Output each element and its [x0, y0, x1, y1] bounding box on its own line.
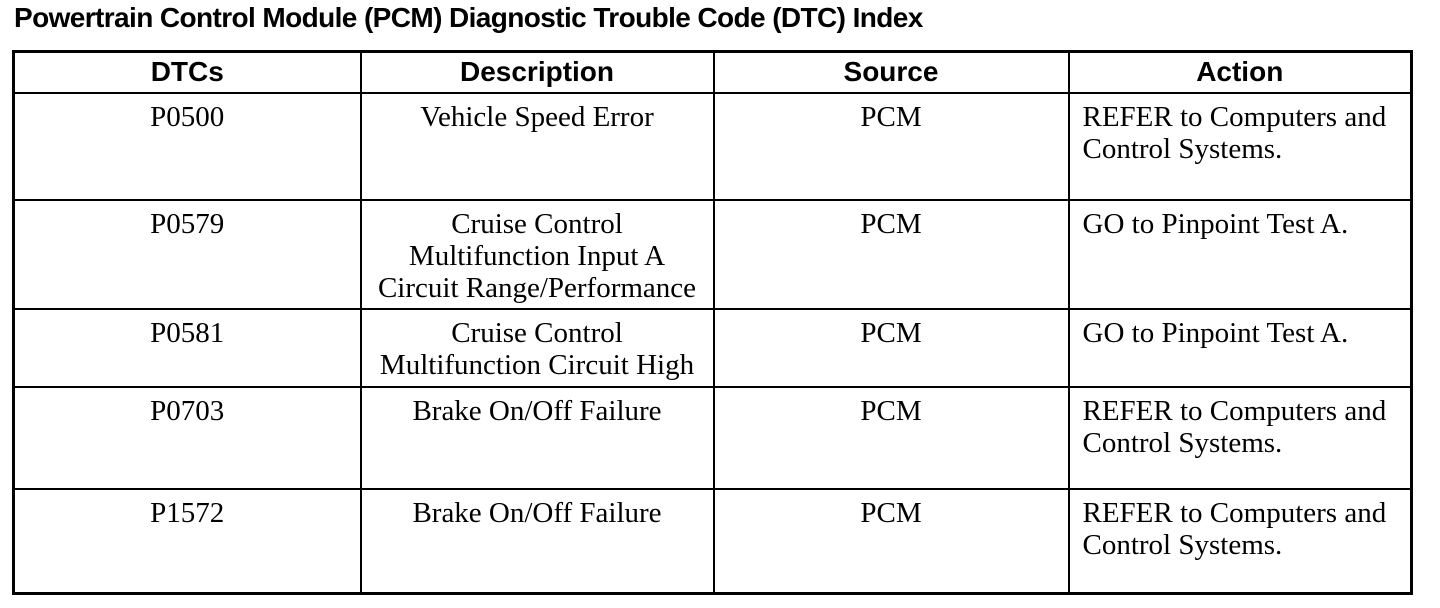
page-title: Powertrain Control Module (PCM) Diagnost… [14, 2, 923, 33]
action-cell: GO to Pinpoint Test A. [1067, 198, 1413, 310]
table-row: P0579 Cruise Control Multifunction Input… [12, 198, 1413, 310]
dtc-code-cell: P0703 [12, 385, 362, 490]
source-cell: PCM [712, 91, 1070, 201]
dtc-code-cell: P1572 [12, 487, 362, 595]
dtc-code-cell: P0500 [12, 91, 362, 201]
table-row: P0703 Brake On/Off Failure PCM REFER to … [12, 385, 1413, 490]
description-cell: Cruise Control Multifunction Input A Cir… [359, 198, 715, 310]
source-cell: PCM [712, 198, 1070, 310]
table-row: P0581 Cruise Control Multifunction Circu… [12, 307, 1413, 388]
column-header-description: Description [359, 50, 715, 94]
dtc-index-table: DTCs Description Source Action P0500 Veh… [12, 50, 1413, 595]
source-cell: PCM [712, 385, 1070, 490]
action-cell: REFER to Computers and Control Systems. [1067, 385, 1413, 490]
source-cell: PCM [712, 487, 1070, 595]
dtc-code-cell: P0581 [12, 307, 362, 388]
action-cell: REFER to Computers and Control Systems. [1067, 91, 1413, 201]
dtc-code-cell: P0579 [12, 198, 362, 310]
column-header-source: Source [712, 50, 1070, 94]
description-cell: Brake On/Off Failure [359, 487, 715, 595]
action-cell: GO to Pinpoint Test A. [1067, 307, 1413, 388]
table-row: P0500 Vehicle Speed Error PCM REFER to C… [12, 91, 1413, 201]
source-cell: PCM [712, 307, 1070, 388]
description-cell: Vehicle Speed Error [359, 91, 715, 201]
column-header-action: Action [1067, 50, 1413, 94]
table-header-row: DTCs Description Source Action [12, 50, 1413, 94]
column-header-dtcs: DTCs [12, 50, 362, 94]
table-row: P1572 Brake On/Off Failure PCM REFER to … [12, 487, 1413, 595]
action-cell: REFER to Computers and Control Systems. [1067, 487, 1413, 595]
description-cell: Cruise Control Multifunction Circuit Hig… [359, 307, 715, 388]
description-cell: Brake On/Off Failure [359, 385, 715, 490]
